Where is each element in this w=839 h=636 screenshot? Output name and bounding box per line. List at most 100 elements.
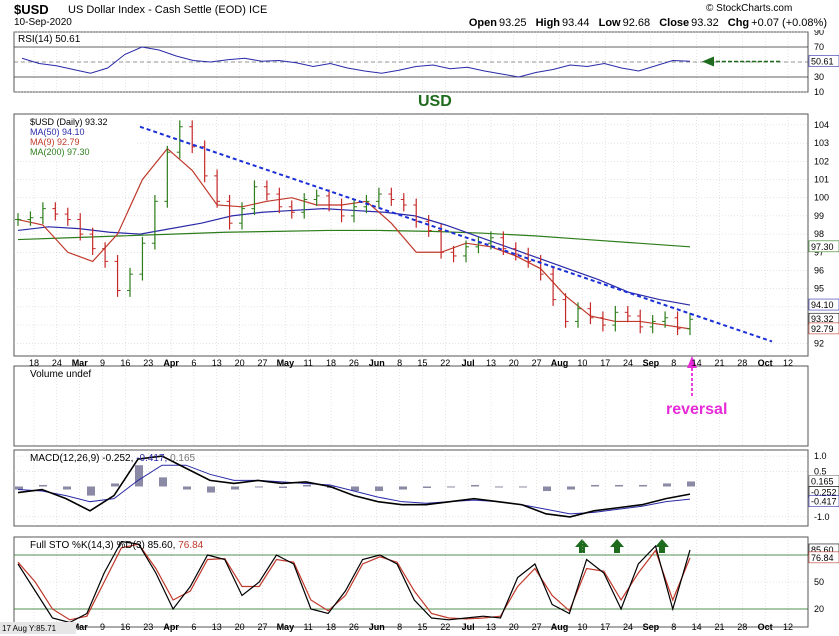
x-tick-label: Oct	[758, 358, 773, 368]
volume-panel: Volume undef reversal	[13, 356, 809, 447]
x-tick-label: 28	[737, 358, 747, 368]
x-tick-label: 12	[783, 358, 793, 368]
last-value-label: 85.60	[811, 545, 834, 555]
ohlc-readout: Open 93.25 High 93.44 Low 92.68 Close 93.32 …	[463, 17, 827, 29]
ma200-line	[17, 229, 691, 248]
x-tick-label: 6	[191, 358, 196, 368]
x-tick-label: 27	[257, 622, 267, 632]
x-tick-label: 11	[304, 358, 313, 368]
instrument-name: US Dollar Index - Cash Settle (EOD) ICE	[68, 4, 267, 16]
y-tick-label: 101	[814, 175, 829, 185]
macd-histogram-bar	[663, 483, 671, 487]
close-value: 93.32	[691, 17, 719, 29]
last-value-label: 50.61	[811, 57, 834, 67]
x-tick-label: 16	[120, 622, 130, 632]
y-tick-label: 1.0	[814, 451, 827, 461]
price-frame	[13, 113, 809, 357]
x-tick-label: 26	[349, 358, 359, 368]
exchange: ICE	[248, 4, 268, 16]
high-value: 93.44	[562, 17, 590, 29]
macd-histogram-bar	[519, 486, 527, 488]
last-value-label: 97.30	[811, 242, 834, 252]
x-tick-label: 21	[714, 622, 724, 632]
last-value-label: 94.10	[811, 300, 834, 310]
macd-histogram-bar	[567, 486, 575, 490]
y-tick-label: 30	[814, 72, 824, 82]
x-tick-label: Mar	[72, 622, 89, 632]
x-tick-label: 16	[120, 358, 130, 368]
rsi-legend: RSI(14) 50.61	[18, 34, 81, 45]
x-tick-label: Sep	[643, 622, 660, 632]
x-tick-label: Apr	[163, 358, 179, 368]
x-tick-label: Sep	[643, 358, 660, 368]
macd-legend-hist: 0.165	[170, 453, 195, 464]
x-tick-label: 17	[600, 622, 610, 632]
stochastic-legend-label: Full STO %K(14,3) %D(3)	[30, 540, 148, 551]
brand-logo[interactable]: © StockCharts.com	[706, 3, 793, 14]
x-tick-label: 21	[714, 358, 724, 368]
macd-histogram-bar	[279, 486, 287, 488]
macd-histogram-bar	[207, 486, 215, 493]
x-tick-label: 18	[326, 358, 336, 368]
y-tick-label: 90	[814, 30, 824, 37]
x-tick-label: 9	[100, 622, 105, 632]
x-tick-label: 28	[737, 622, 747, 632]
cursor-readout-bg	[0, 622, 76, 634]
x-tick-label: 27	[257, 358, 267, 368]
stock-chart[interactable]: 90 70 50 30 10 RSI(14) 50.61 50.61 USD 104 103 10…	[0, 30, 839, 636]
y-tick-label: 100	[814, 193, 829, 203]
x-tick-label: 27	[532, 358, 542, 368]
x-tick-label: 18	[29, 358, 39, 368]
y-tick-label: -1.0	[814, 512, 830, 522]
x-tick-label: 10	[577, 622, 587, 632]
x-tick-label: 10	[577, 358, 587, 368]
rsi-line	[21, 46, 691, 78]
x-tick-label: 23	[143, 358, 153, 368]
macd-legend-label: MACD(12,26,9)	[30, 453, 102, 464]
x-tick-label: 13	[486, 358, 496, 368]
x-tick-label: Jul	[462, 358, 475, 368]
macd-histogram-bar	[39, 484, 47, 487]
reversal-arrow-head	[687, 356, 697, 368]
rsi-arrow-head	[702, 56, 714, 67]
open-value: 93.25	[498, 17, 527, 29]
x-tick-label: 14	[692, 622, 702, 632]
x-tick-label: Mar	[72, 358, 89, 368]
macd-legend-value: -0.252,	[102, 453, 136, 464]
macd-frame	[13, 449, 809, 527]
x-tick-label: 17	[600, 358, 610, 368]
x-tick-label: May	[277, 622, 295, 632]
low-label: Low	[598, 17, 621, 29]
price-legend-item: MA(9) 92.79	[30, 137, 80, 147]
price-legend-item: MA(50) 94.10	[30, 127, 85, 137]
y-tick-label: 97	[814, 247, 824, 257]
stochastic-panel: 805020Full STO %K(14,3) %D(3) 85.60, 76.…	[13, 536, 839, 628]
y-tick-label: 92	[814, 338, 824, 348]
price-panel: 1041031021011009998979695949392$USD (Dai…	[13, 113, 839, 357]
instrument-title: US Dollar Index - Cash Settle (EOD)	[68, 4, 246, 16]
chg-value: +0.07 (+0.08%)	[751, 17, 827, 29]
green-up-arrow	[575, 539, 589, 553]
x-tick-label: 13	[212, 622, 222, 632]
x-tick-label: 11	[304, 622, 313, 632]
last-value-box	[808, 495, 839, 507]
last-value-box	[808, 55, 839, 67]
price-legend-bg	[16, 116, 136, 160]
y-tick-label: 103	[814, 138, 829, 148]
x-tick-label: Jul	[462, 622, 475, 632]
last-value-label: 93.32	[811, 314, 834, 324]
macd-histogram-bar	[111, 483, 119, 487]
green-up-arrow	[610, 539, 624, 553]
macd-histogram-bar	[159, 477, 167, 487]
y-tick-label: 0.5	[814, 466, 827, 476]
symbol[interactable]: $USD	[14, 2, 49, 17]
macd-histogram-bar	[591, 484, 599, 487]
last-value-label: -0.252	[811, 488, 837, 498]
y-tick-label: 20	[814, 604, 824, 614]
y-tick-label: 50	[814, 577, 824, 587]
stochastic-d-line	[17, 543, 691, 621]
x-tick-label: 8	[671, 622, 676, 632]
macd-legend: MACD(12,26,9) -0.252, -0.417, 0.165	[30, 453, 196, 464]
stochastic-legend: Full STO %K(14,3) %D(3) 85.60, 76.84	[30, 540, 204, 551]
